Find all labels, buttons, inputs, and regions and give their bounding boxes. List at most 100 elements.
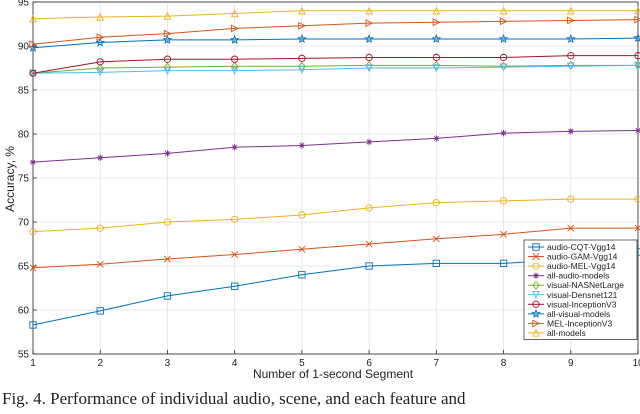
legend-entry: audio-MEL-Vgg14 xyxy=(528,261,616,271)
legend-entry: visual-NASNetLarge xyxy=(528,280,624,290)
data-point xyxy=(567,16,575,25)
data-point xyxy=(297,33,307,44)
data-point xyxy=(298,271,306,279)
series-all-audio-models xyxy=(29,127,640,166)
series-line xyxy=(32,10,638,20)
data-point xyxy=(29,69,37,77)
data-point xyxy=(499,259,508,268)
data-point xyxy=(500,129,507,137)
data-point xyxy=(96,12,105,21)
data-point xyxy=(567,52,575,60)
series-all-visual-models xyxy=(28,32,640,52)
data-point xyxy=(96,33,105,42)
data-point xyxy=(567,224,575,232)
y-tick-label: 55 xyxy=(18,350,30,361)
x-tick-label: 7 xyxy=(434,358,440,369)
legend-label: all-models xyxy=(547,328,586,338)
legend-swatch-marker xyxy=(532,328,540,337)
data-point xyxy=(567,128,574,135)
x-tick-label: 5 xyxy=(299,358,305,369)
series-audio-MEL-Vgg14 xyxy=(29,195,640,236)
data-point xyxy=(95,37,106,47)
legend-swatch-marker xyxy=(532,319,541,328)
x-tick-label: 3 xyxy=(165,358,171,369)
data-point xyxy=(298,21,307,30)
series-line xyxy=(32,55,638,74)
data-point xyxy=(365,262,373,270)
legend-label: visual-InceptionV3 xyxy=(547,299,617,309)
data-point xyxy=(499,6,508,15)
data-point xyxy=(634,195,640,203)
legend-label: MEL-InceptionV3 xyxy=(547,318,612,328)
data-point xyxy=(96,307,104,315)
data-point xyxy=(230,61,239,71)
data-point xyxy=(298,54,306,62)
legend-label: visual-NASNetLarge xyxy=(547,280,624,290)
legend-entry: all-visual-models xyxy=(528,308,610,319)
legend-label: audio-GAM-Vgg14 xyxy=(547,252,618,262)
x-tick-label: 1 xyxy=(30,358,36,369)
data-point xyxy=(297,66,306,74)
data-point xyxy=(634,15,640,24)
series-visual-Densnet121 xyxy=(29,61,640,78)
legend-entry: visual-InceptionV3 xyxy=(528,299,617,309)
legend-entry: visual-Densnet121 xyxy=(528,290,618,300)
data-point xyxy=(565,33,576,44)
data-point xyxy=(499,53,508,62)
series-all-models xyxy=(29,6,640,23)
data-point xyxy=(365,240,373,248)
series-line xyxy=(32,227,638,269)
data-point xyxy=(365,60,373,70)
data-point xyxy=(231,24,239,33)
data-point xyxy=(298,142,306,149)
x-tick-label: 9 xyxy=(568,358,574,369)
series-MEL-InceptionV3 xyxy=(29,15,640,49)
series-visual-InceptionV3 xyxy=(29,52,640,77)
data-point xyxy=(163,255,171,263)
series-line xyxy=(32,37,639,49)
accuracy-line-chart: 1 2 3 4 5 6 7 8 9 10 55 60 65 70 75 80 85 90 95 Number of … xyxy=(3,0,640,381)
data-point xyxy=(97,154,104,161)
data-point xyxy=(634,52,640,60)
figure-caption: Fig. 4. Performance of individual audio,… xyxy=(2,389,466,408)
data-point xyxy=(432,18,441,27)
data-point xyxy=(432,64,441,73)
y-tick-label: 75 xyxy=(18,174,30,185)
legend-swatch-marker xyxy=(531,308,541,319)
data-point xyxy=(231,55,239,63)
data-point xyxy=(231,251,239,259)
legend-swatch-marker xyxy=(532,291,540,299)
legend-entry: all-audio-models xyxy=(528,271,609,281)
data-point xyxy=(29,158,37,166)
legend-label: all-audio-models xyxy=(547,271,609,281)
data-point xyxy=(230,66,239,75)
data-point xyxy=(365,19,374,28)
legend-swatch-marker xyxy=(532,243,540,251)
series-line xyxy=(32,64,638,74)
x-axis-label: Number of 1-second Segment xyxy=(253,367,414,381)
x-tick-label: 8 xyxy=(501,358,507,369)
y-tick-label: 80 xyxy=(18,130,30,141)
series-audio-GAM-Vgg14 xyxy=(29,224,640,272)
data-point xyxy=(163,55,172,63)
data-point xyxy=(231,282,239,290)
data-point xyxy=(634,127,640,134)
data-point xyxy=(365,138,373,146)
series-line xyxy=(32,64,639,74)
legend-entry: audio-CQT-Vgg14 xyxy=(528,242,616,252)
data-point xyxy=(499,63,508,72)
data-point xyxy=(163,29,172,38)
legend-swatch-marker xyxy=(532,272,540,279)
data-point xyxy=(364,33,374,44)
data-point xyxy=(297,6,306,15)
data-point xyxy=(499,17,508,26)
data-point xyxy=(230,9,239,18)
legend-label: visual-Densnet121 xyxy=(547,290,618,300)
data-point xyxy=(432,60,441,70)
y-tick-label: 60 xyxy=(18,306,30,317)
data-point xyxy=(298,245,306,253)
data-point xyxy=(29,264,37,272)
data-point xyxy=(431,33,442,44)
x-tick-label: 6 xyxy=(366,358,372,369)
data-point xyxy=(566,62,575,71)
